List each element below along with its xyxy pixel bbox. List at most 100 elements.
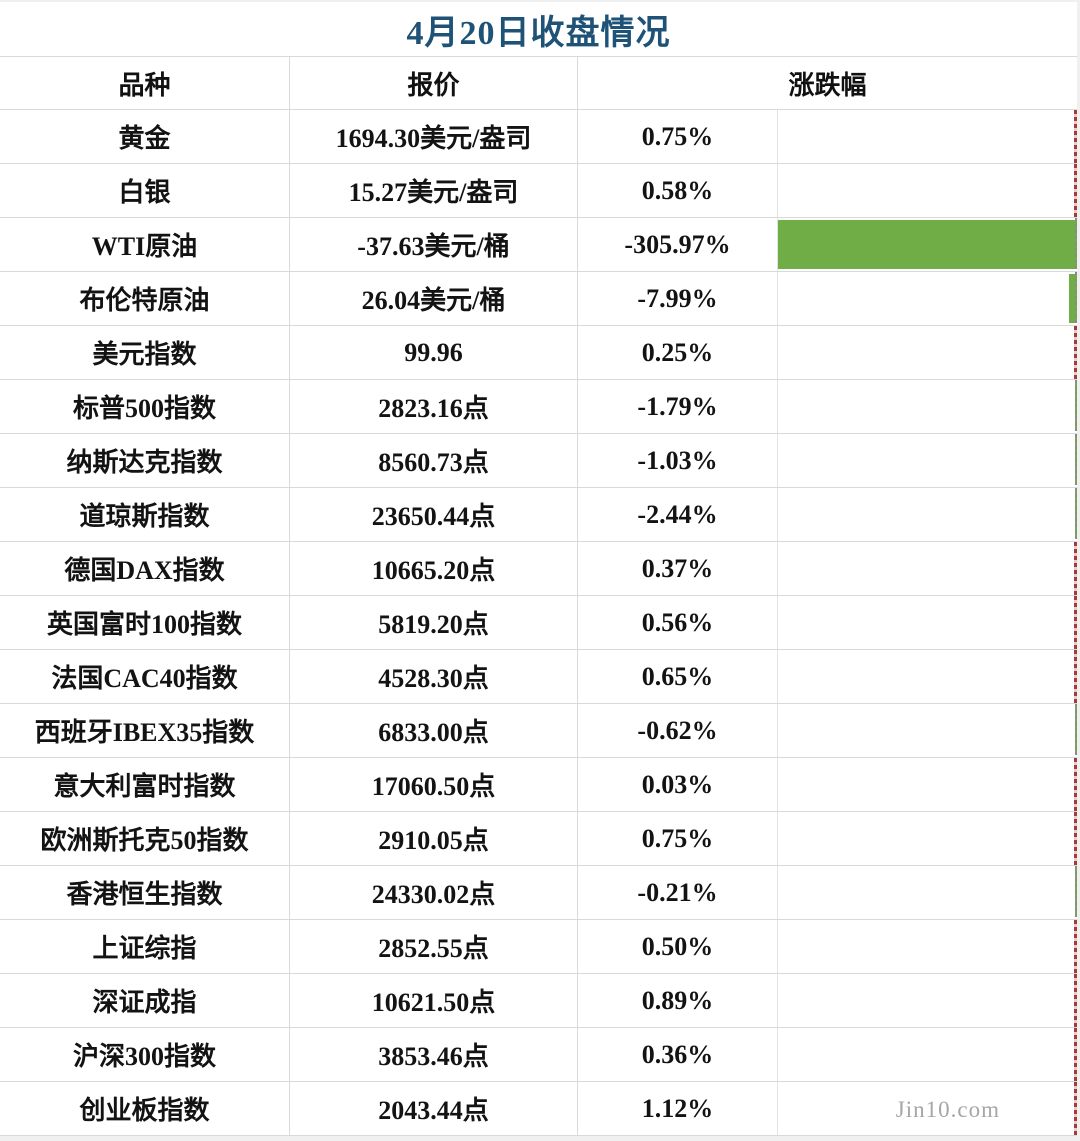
change-bar xyxy=(1074,164,1077,217)
table-row: 德国DAX指数 10665.20点 0.37% xyxy=(0,542,1077,596)
quote-cell: 2910.05点 xyxy=(290,812,578,865)
table-row: 标普500指数 2823.16点 -1.79% xyxy=(0,380,1077,434)
change-percent-cell: 1.12% xyxy=(578,1082,778,1135)
change-bar xyxy=(1074,596,1077,649)
change-bar xyxy=(1074,650,1077,703)
change-bar-cell xyxy=(778,812,1077,865)
change-percent-cell: 0.03% xyxy=(578,758,778,811)
instrument-name-cell: 黄金 xyxy=(0,110,290,163)
quote-cell: 15.27美元/盎司 xyxy=(290,164,578,217)
change-bar-cell xyxy=(778,758,1077,811)
quote-cell: 99.96 xyxy=(290,326,578,379)
instrument-name-cell: 美元指数 xyxy=(0,326,290,379)
quote-cell: -37.63美元/桶 xyxy=(290,218,578,271)
instrument-name-cell: WTI原油 xyxy=(0,218,290,271)
quote-cell: 1694.30美元/盎司 xyxy=(290,110,578,163)
title-row: 4月20日收盘情况 xyxy=(0,2,1077,57)
instrument-name-cell: 上证综指 xyxy=(0,920,290,973)
table-row: 纳斯达克指数 8560.73点 -1.03% xyxy=(0,434,1077,488)
change-bar xyxy=(1074,974,1077,1027)
table-row: 创业板指数 2043.44点 1.12% xyxy=(0,1082,1077,1136)
change-percent-cell: -1.03% xyxy=(578,434,778,487)
table-row: 意大利富时指数 17060.50点 0.03% xyxy=(0,758,1077,812)
instrument-name-cell: 深证成指 xyxy=(0,974,290,1027)
change-percent-cell: -0.62% xyxy=(578,704,778,757)
instrument-name-cell: 德国DAX指数 xyxy=(0,542,290,595)
change-percent-cell: 0.56% xyxy=(578,596,778,649)
change-bar xyxy=(1069,274,1077,323)
instrument-name-cell: 香港恒生指数 xyxy=(0,866,290,919)
change-bar xyxy=(1074,542,1077,595)
table-row: 白银 15.27美元/盎司 0.58% xyxy=(0,164,1077,218)
table-row: 深证成指 10621.50点 0.89% xyxy=(0,974,1077,1028)
change-bar-cell xyxy=(778,542,1077,595)
instrument-name-cell: 创业板指数 xyxy=(0,1082,290,1135)
table-body: 黄金 1694.30美元/盎司 0.75% 白银 15.27美元/盎司 0.58% WTI原… xyxy=(0,110,1077,1136)
watermark: Jin10.com xyxy=(895,1097,1000,1122)
change-bar xyxy=(1074,110,1077,163)
change-bar-cell xyxy=(778,1082,1077,1135)
change-bar-cell xyxy=(778,974,1077,1027)
change-bar xyxy=(778,220,1077,269)
change-bar xyxy=(1074,1082,1077,1135)
change-bar xyxy=(1074,490,1077,539)
change-bar-cell xyxy=(778,164,1077,217)
quote-cell: 8560.73点 xyxy=(290,434,578,487)
quote-cell: 2823.16点 xyxy=(290,380,578,433)
quote-cell: 6833.00点 xyxy=(290,704,578,757)
instrument-name-cell: 道琼斯指数 xyxy=(0,488,290,541)
change-percent-cell: 0.58% xyxy=(578,164,778,217)
instrument-name-cell: 布伦特原油 xyxy=(0,272,290,325)
change-percent-cell: 0.36% xyxy=(578,1028,778,1081)
change-bar xyxy=(1074,1028,1077,1081)
table-row: 英国富时100指数 5819.20点 0.56% xyxy=(0,596,1077,650)
instrument-name-cell: 西班牙IBEX35指数 xyxy=(0,704,290,757)
table-row: 欧洲斯托克50指数 2910.05点 0.75% xyxy=(0,812,1077,866)
instrument-name-cell: 英国富时100指数 xyxy=(0,596,290,649)
instrument-name-cell: 纳斯达克指数 xyxy=(0,434,290,487)
change-percent-cell: 0.75% xyxy=(578,110,778,163)
quote-cell: 2043.44点 xyxy=(290,1082,578,1135)
change-bar-cell xyxy=(778,326,1077,379)
change-bar-cell xyxy=(778,218,1077,271)
table-row: 法国CAC40指数 4528.30点 0.65% xyxy=(0,650,1077,704)
header-change: 涨跌幅 xyxy=(788,70,867,100)
instrument-name-cell: 沪深300指数 xyxy=(0,1028,290,1081)
change-bar xyxy=(1074,812,1077,865)
table-row: 道琼斯指数 23650.44点 -2.44% xyxy=(0,488,1077,542)
change-bar xyxy=(1074,326,1077,379)
change-bar xyxy=(1075,436,1077,485)
change-bar-cell xyxy=(778,650,1077,703)
table-row: WTI原油 -37.63美元/桶 -305.97% xyxy=(0,218,1077,272)
change-bar-cell xyxy=(778,866,1077,919)
table-row: 香港恒生指数 24330.02点 -0.21% xyxy=(0,866,1077,920)
quote-cell: 4528.30点 xyxy=(290,650,578,703)
table-row: 西班牙IBEX35指数 6833.00点 -0.62% xyxy=(0,704,1077,758)
change-percent-cell: 0.50% xyxy=(578,920,778,973)
change-bar-cell xyxy=(778,110,1077,163)
change-percent-cell: -1.79% xyxy=(578,380,778,433)
table-row: 黄金 1694.30美元/盎司 0.75% xyxy=(0,110,1077,164)
change-bar-cell xyxy=(778,380,1077,433)
table-row: 美元指数 99.96 0.25% xyxy=(0,326,1077,380)
quote-cell: 10665.20点 xyxy=(290,542,578,595)
change-bar-cell xyxy=(778,704,1077,757)
change-bar xyxy=(1075,382,1077,431)
quote-cell: 10621.50点 xyxy=(290,974,578,1027)
change-bar xyxy=(1075,706,1077,755)
change-bar-cell xyxy=(778,488,1077,541)
change-bar xyxy=(1074,758,1077,811)
change-percent-cell: 0.25% xyxy=(578,326,778,379)
instrument-name-cell: 欧洲斯托克50指数 xyxy=(0,812,290,865)
change-bar-cell xyxy=(778,434,1077,487)
instrument-name-cell: 白银 xyxy=(0,164,290,217)
change-bar-cell xyxy=(778,1028,1077,1081)
change-percent-cell: 0.75% xyxy=(578,812,778,865)
quote-cell: 5819.20点 xyxy=(290,596,578,649)
instrument-name-cell: 标普500指数 xyxy=(0,380,290,433)
change-percent-cell: -305.97% xyxy=(578,218,778,271)
change-bar-cell xyxy=(778,596,1077,649)
change-bar xyxy=(1075,868,1077,917)
